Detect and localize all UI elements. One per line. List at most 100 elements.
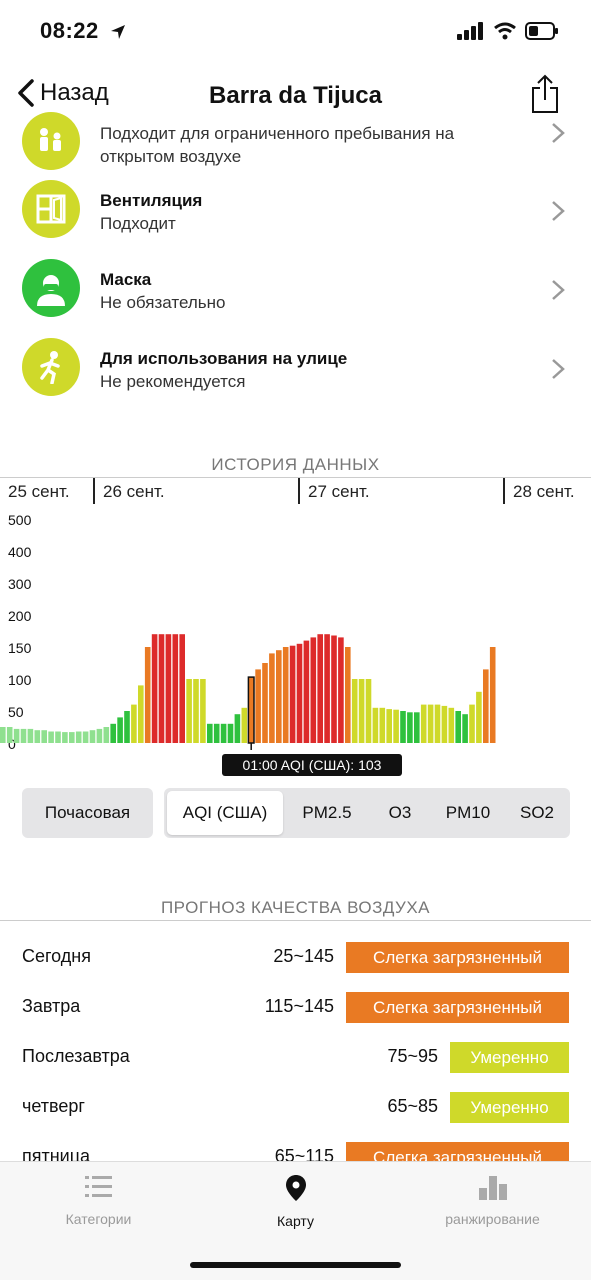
date-tick (503, 478, 505, 504)
chart-bar[interactable] (303, 640, 310, 743)
chart-bar[interactable] (13, 728, 20, 743)
recommendation-outdoor-stay[interactable]: Подходит для ограниченного пребывания на… (0, 112, 591, 194)
chart-bar[interactable] (476, 691, 482, 743)
chart-bar[interactable] (6, 727, 13, 743)
chart-bar[interactable] (247, 676, 255, 744)
tab-pm10[interactable]: PM10 (445, 803, 491, 822)
chart-bar[interactable] (186, 679, 192, 743)
history-title: ИСТОРИЯ ДАННЫХ (211, 455, 380, 474)
chart-bar[interactable] (151, 634, 158, 743)
chart-bar[interactable] (365, 679, 372, 743)
chart-bar[interactable] (75, 731, 82, 744)
recommendation-outdoor-exercise[interactable]: Для использования на улице Не рекомендуе… (0, 338, 591, 416)
chart-bar[interactable] (89, 730, 96, 743)
chart-bar[interactable] (269, 653, 275, 743)
chart-bar[interactable] (213, 723, 220, 743)
chart-bar[interactable] (172, 634, 179, 743)
chart-bar[interactable] (386, 709, 392, 743)
chart-bar[interactable] (62, 732, 68, 743)
chart-bar[interactable] (193, 679, 199, 743)
chart-bar[interactable] (117, 717, 123, 743)
chart-bar[interactable] (289, 645, 296, 743)
chart-bar[interactable] (448, 707, 455, 743)
chart-bar[interactable] (338, 637, 344, 743)
share-button[interactable] (531, 74, 559, 119)
chart-bar[interactable] (441, 705, 448, 743)
chart-bar[interactable] (462, 714, 468, 743)
chart-bar[interactable] (124, 711, 130, 743)
chart-bar[interactable] (207, 723, 213, 743)
tab-o3[interactable]: O3 (388, 803, 412, 822)
chart-bar[interactable] (262, 663, 268, 743)
chart-bar[interactable] (165, 634, 172, 743)
tab-so2[interactable]: SO2 (519, 803, 555, 822)
chart-bar[interactable] (393, 709, 399, 743)
forecast-day: четверг (22, 1096, 85, 1116)
chart-bar[interactable] (96, 728, 103, 743)
chart-bar[interactable] (379, 707, 386, 743)
chart-bar[interactable] (103, 727, 110, 743)
back-label: Назад (40, 79, 109, 106)
tab-ranking[interactable]: ранжирование (394, 1174, 591, 1227)
chart-bar[interactable] (55, 731, 61, 744)
chart-bar[interactable] (358, 679, 365, 743)
chart-bar[interactable] (200, 679, 206, 743)
tab-bar: Категории Карту ранжирование (0, 1161, 591, 1280)
chart-bar[interactable] (255, 669, 261, 743)
chart-bar[interactable] (407, 712, 413, 743)
chart-bar[interactable] (372, 707, 379, 743)
chart-bar[interactable] (138, 685, 144, 743)
recommendation-ventilation[interactable]: Вентиляция Подходит (0, 180, 591, 258)
date-label: 26 сент. (103, 482, 165, 501)
chart-bar[interactable] (27, 728, 34, 743)
chart-bar[interactable] (345, 647, 351, 743)
chart-bar[interactable] (20, 728, 27, 743)
back-button[interactable]: Назад (16, 78, 109, 108)
chevron-left-icon (18, 79, 34, 107)
chart-bar[interactable] (131, 704, 137, 743)
chart-bar[interactable] (144, 647, 151, 743)
chart-bar[interactable] (276, 650, 282, 743)
chart-bar[interactable] (0, 727, 6, 743)
tab-map[interactable]: Карту (197, 1174, 394, 1229)
chart-bar[interactable] (82, 731, 89, 744)
chart-bar[interactable] (110, 723, 116, 743)
chart-bar[interactable] (483, 669, 489, 743)
hourly-button[interactable]: Почасовая (22, 788, 153, 838)
chart-bar[interactable] (434, 704, 441, 743)
chart-bar[interactable] (324, 634, 330, 743)
chart-bar[interactable] (469, 704, 475, 743)
share-icon (532, 74, 558, 113)
chart-bar[interactable] (227, 723, 234, 743)
tab-categories[interactable]: Категории (0, 1174, 197, 1227)
chart-bar[interactable] (420, 704, 427, 743)
chart-bar[interactable] (234, 714, 241, 743)
recommendation-subtitle: Не рекомендуется (100, 372, 246, 391)
chart-bar[interactable] (179, 634, 185, 743)
recommendation-mask[interactable]: Маска Не обязательно (0, 259, 591, 337)
forecast-row: Завтра 115~145 Слегка загрязненный (0, 992, 591, 1024)
chart-bar[interactable] (282, 647, 289, 743)
chart-bar[interactable] (310, 637, 317, 743)
chart-bar[interactable] (331, 635, 337, 744)
chart-bar[interactable] (414, 712, 420, 743)
forecast-range: 65~85 (387, 1096, 438, 1116)
tab-pm25[interactable]: PM2.5 (302, 803, 352, 822)
chart-bar[interactable] (351, 679, 358, 743)
chart-bar[interactable] (455, 711, 461, 743)
chart-bar[interactable] (69, 732, 75, 743)
chart-bar[interactable] (296, 643, 303, 743)
chart-bar[interactable] (34, 730, 41, 743)
chart-bar[interactable] (48, 731, 54, 744)
chart-bar[interactable] (158, 634, 165, 743)
tab-aqi-us[interactable]: AQI (США) (167, 791, 283, 835)
chart-bar[interactable] (400, 711, 406, 743)
chart-bar[interactable] (317, 634, 323, 743)
chart-bar[interactable] (489, 647, 496, 743)
chart-bar[interactable] (41, 730, 47, 743)
chart-bar[interactable] (220, 723, 227, 743)
chart-bar[interactable] (241, 707, 248, 743)
chevron-right-icon (552, 359, 565, 379)
chart-bar[interactable] (427, 704, 434, 743)
